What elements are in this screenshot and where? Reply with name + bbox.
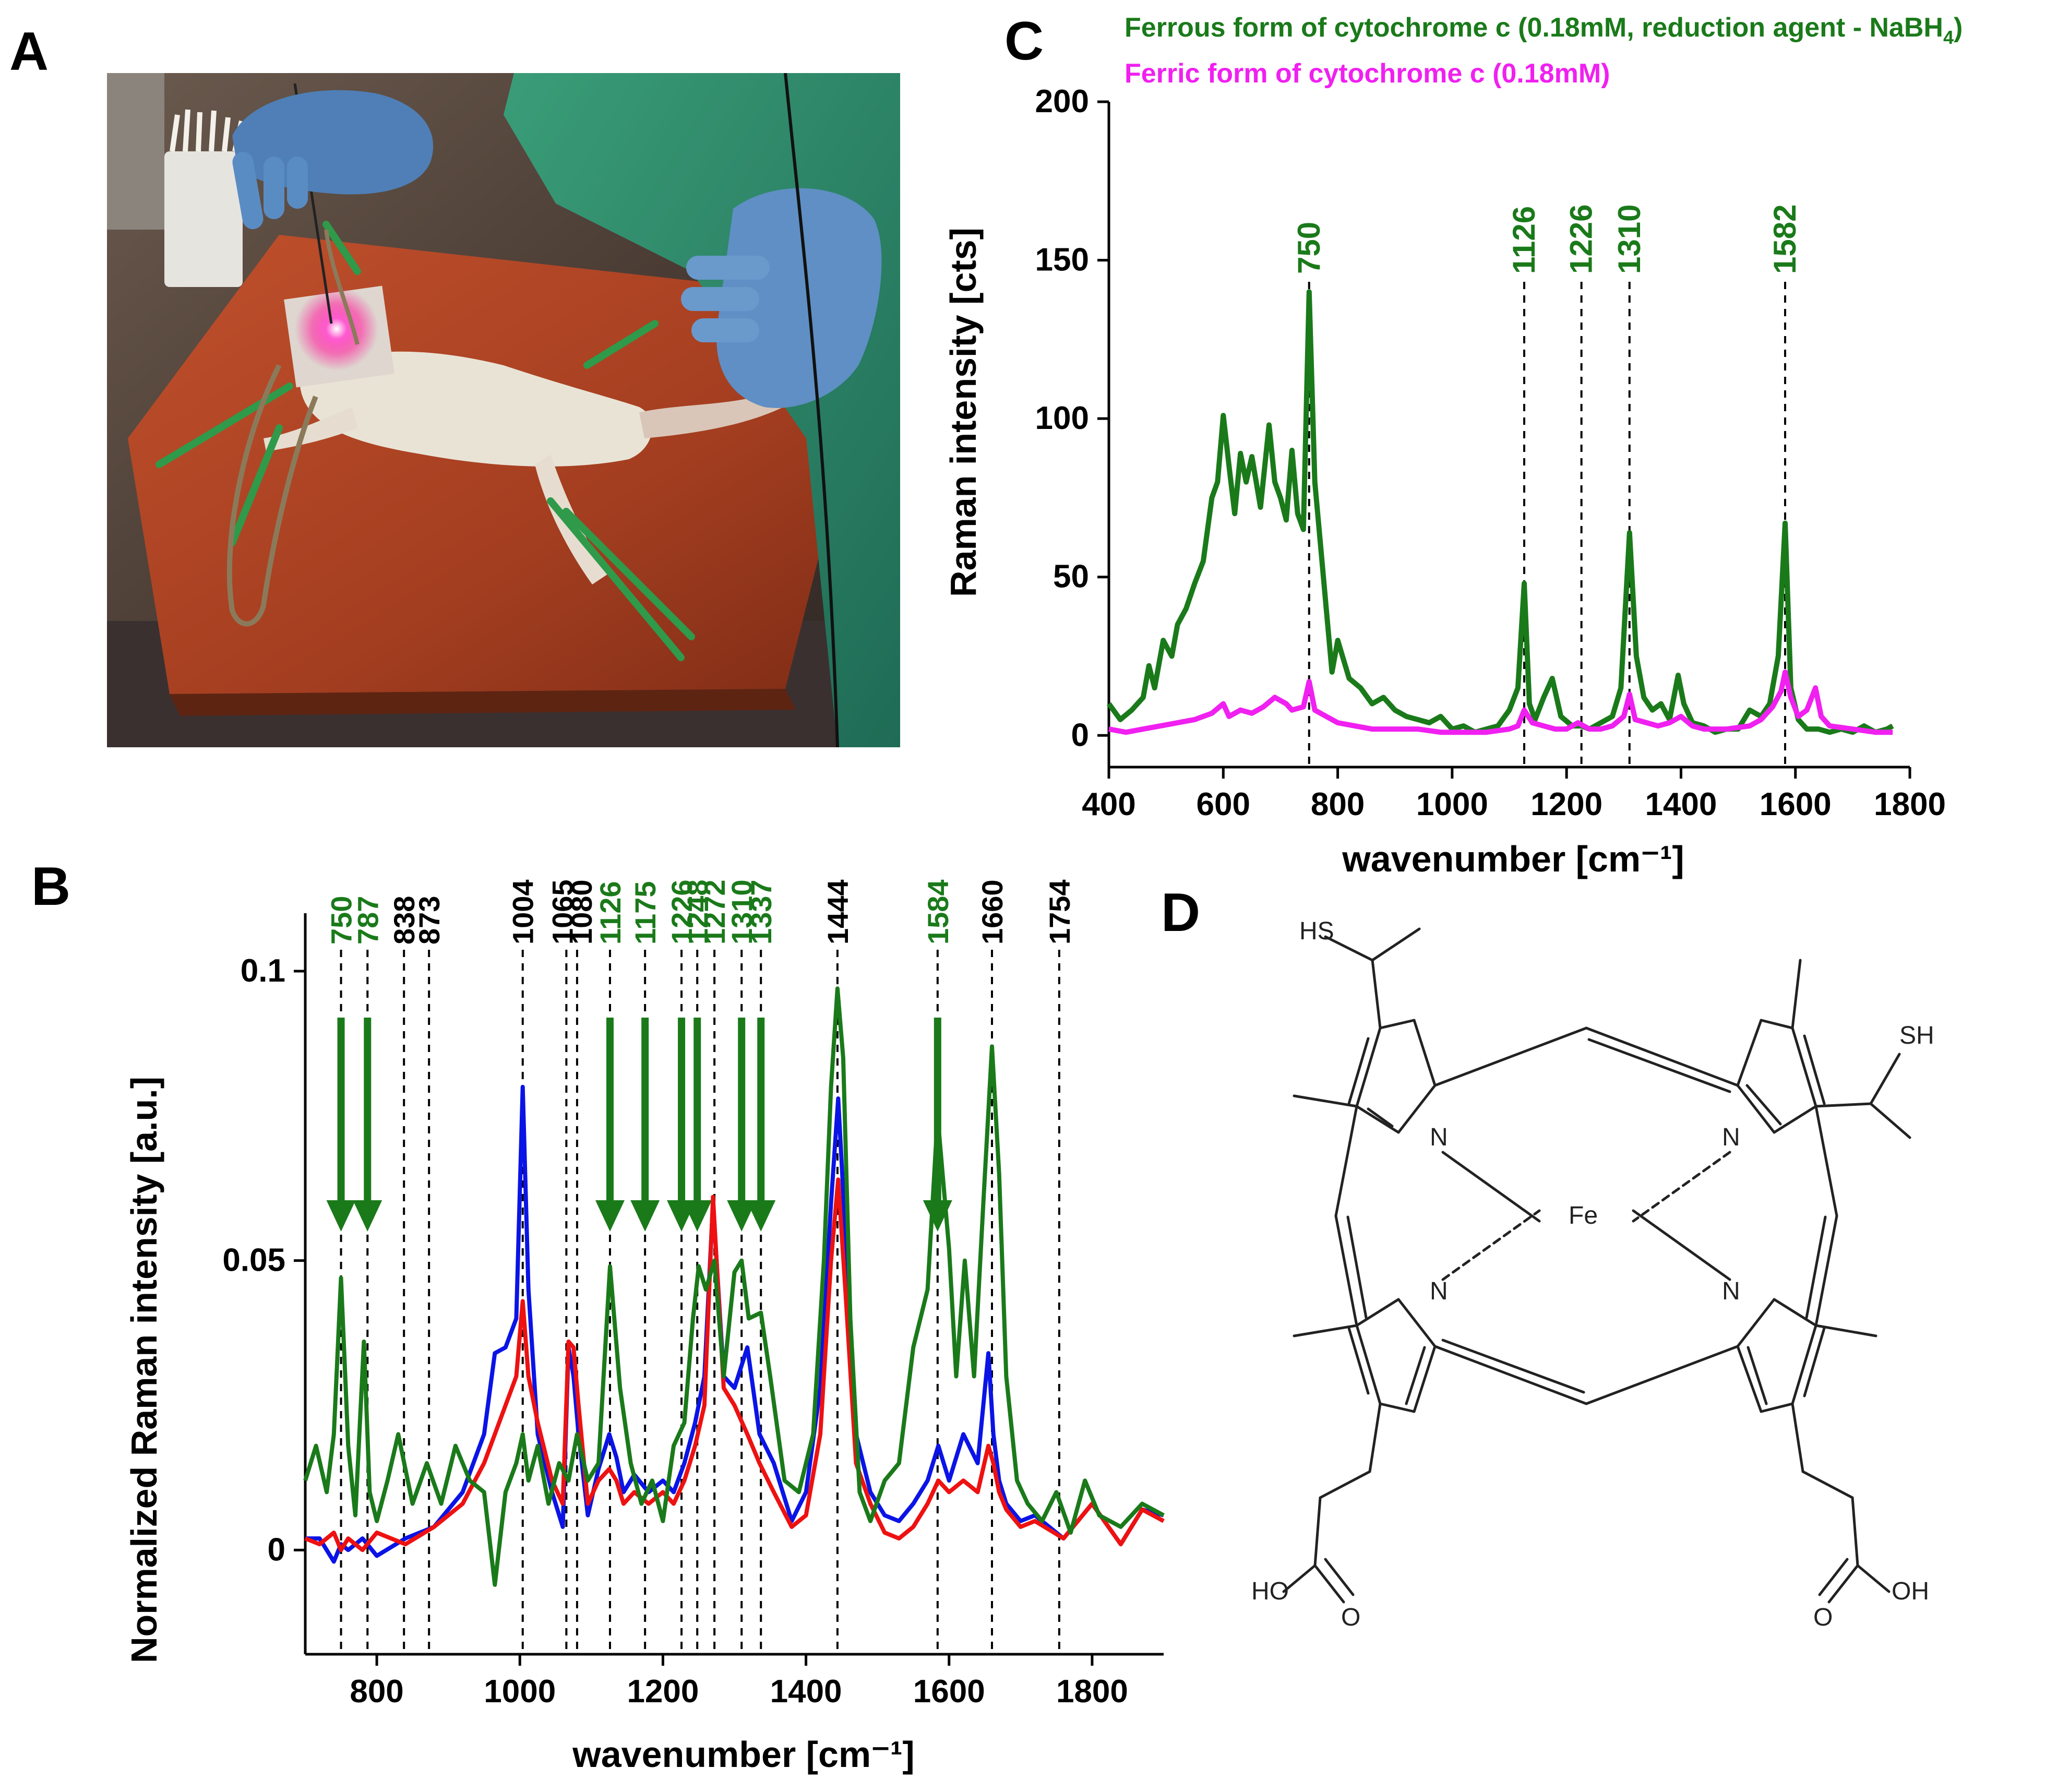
series-line-green <box>303 986 1165 1587</box>
chart-b-xlabel: wavenumber [cm⁻¹] <box>572 1734 914 1775</box>
atom-n-topright: N <box>1722 1124 1740 1151</box>
left-fingers <box>232 151 308 230</box>
marker-arrowhead-1310 <box>727 1200 757 1232</box>
y-tick-label: 150 <box>1035 242 1089 278</box>
marker-label-1272: 1272 <box>698 879 731 945</box>
y-tick-label: 0.05 <box>222 1243 285 1279</box>
x-tick-label: 1000 <box>484 1674 556 1710</box>
atom-n-topleft: N <box>1430 1124 1448 1151</box>
panel-a-photo <box>107 73 900 747</box>
x-tick-label: 1000 <box>1416 786 1488 822</box>
marker-label-1080: 1080 <box>565 879 598 945</box>
rat-body <box>300 351 652 467</box>
marker-arrowhead-750 <box>326 1200 356 1232</box>
atom-n-bottomleft: N <box>1430 1277 1448 1305</box>
y-tick-label: 0.1 <box>241 953 285 989</box>
marker-arrowhead-1126 <box>595 1200 625 1232</box>
atom-oh-right: OH <box>1892 1578 1929 1605</box>
marker-label-1337: 1337 <box>745 879 778 945</box>
marker-label-787: 787 <box>351 896 384 945</box>
x-tick-label: 1800 <box>1056 1674 1128 1710</box>
metal-retractor <box>226 364 318 627</box>
metal-retractor-2 <box>324 229 360 345</box>
panel-letter-a: A <box>9 21 49 82</box>
series-line-red <box>304 1177 1165 1552</box>
cutting-board-edge <box>170 689 796 716</box>
marker-arrowhead-787 <box>353 1200 382 1232</box>
marker-label-1584: 1584 <box>922 879 954 945</box>
marker-label-1065: 1065 <box>546 879 579 945</box>
y-tick-label: 50 <box>1053 559 1089 595</box>
gloved-hand-right <box>716 188 882 408</box>
x-tick-label: 1400 <box>1645 786 1717 822</box>
dark-cable <box>784 73 839 747</box>
cotton-cup <box>164 151 243 287</box>
x-tick-label: 1800 <box>1874 786 1946 822</box>
cup-background <box>107 73 164 230</box>
marker-label-1126: 1126 <box>1506 206 1541 274</box>
marker-label-1310: 1310 <box>1612 205 1647 274</box>
marker-label-750: 750 <box>1291 222 1326 274</box>
panel-letter-d: D <box>1161 882 1201 943</box>
atom-hs-left: HS <box>1299 917 1334 945</box>
x-tick-label: 600 <box>1197 786 1250 822</box>
marker-label-1248: 1248 <box>681 879 714 945</box>
marker-label-1226: 1226 <box>1564 205 1599 274</box>
y-tick-label: 200 <box>1035 83 1089 120</box>
marker-label-1754: 1754 <box>1043 879 1076 945</box>
marker-label-873: 873 <box>413 896 446 945</box>
chart-b-ylabel: Normalized Raman intensity [a.u.] <box>124 1077 164 1663</box>
y-tick-label: 100 <box>1035 400 1089 436</box>
x-tick-label: 1600 <box>913 1674 985 1710</box>
marker-label-1126: 1126 <box>594 881 627 945</box>
laser-spot <box>295 287 378 371</box>
x-tick-label: 1400 <box>770 1674 842 1710</box>
heme-bonds <box>1282 927 1911 1604</box>
y-tick-label: 0 <box>268 1532 285 1568</box>
panel-d-heme-structure: HS SH N N N N Fe HO O O OH <box>1252 917 1934 1631</box>
marker-label-1444: 1444 <box>821 879 854 945</box>
chart-c-ylabel: Raman intensity [cts] <box>943 228 984 597</box>
marker-label-750: 750 <box>325 896 358 945</box>
x-tick-label: 1200 <box>627 1674 699 1710</box>
x-tick-label: 400 <box>1082 786 1135 822</box>
rat-front-leg <box>264 407 357 451</box>
right-fingers <box>681 256 770 342</box>
x-tick-label: 800 <box>1311 786 1365 822</box>
chart-c-legend-ferric: Ferric form of cytochrome c (0.18mM) <box>1125 58 1610 89</box>
series-line-ferrous-form-of-cytochrome-c <box>1106 289 1894 735</box>
chart-c-legend-ferrous: Ferrous form of cytochrome c (0.18mM, re… <box>1125 13 1963 48</box>
marker-arrowhead-1248 <box>683 1200 712 1232</box>
marker-label-1660: 1660 <box>976 879 1009 945</box>
atom-o-right: O <box>1813 1604 1833 1631</box>
x-tick-label: 800 <box>350 1674 403 1710</box>
marker-label-838: 838 <box>388 896 421 945</box>
atom-fe: Fe <box>1569 1202 1598 1229</box>
x-tick-label: 1200 <box>1530 786 1602 822</box>
atom-o-left: O <box>1341 1604 1360 1631</box>
series-line-ferric-form-of-cytochrome-c <box>1108 669 1893 735</box>
chart-panel-c: 400 600 800 1000 1200 1400 1600 1800 0 50 100 150 20… <box>943 13 1963 879</box>
atom-sh-right: SH <box>1899 1022 1934 1049</box>
x-tick-label: 1600 <box>1760 786 1832 822</box>
atom-ho-left: HO <box>1252 1578 1289 1605</box>
marker-arrowhead-1337 <box>746 1200 776 1232</box>
chart-c-xlabel: wavenumber [cm⁻¹] <box>1342 839 1684 879</box>
marker-label-1310: 1310 <box>725 879 758 945</box>
panel-letter-b: B <box>31 856 71 917</box>
marker-label-1004: 1004 <box>507 879 540 945</box>
marker-label-1175: 1175 <box>629 881 662 945</box>
marker-label-1582: 1582 <box>1767 205 1802 274</box>
y-tick-label: 0 <box>1071 717 1089 753</box>
series-line-blue <box>305 1084 1165 1564</box>
marker-arrowhead-1175 <box>630 1200 660 1232</box>
green-straps <box>156 221 695 661</box>
marker-label-1226: 1226 <box>665 879 698 945</box>
panel-letter-c: C <box>1004 11 1044 71</box>
atom-n-bottomright: N <box>1722 1277 1740 1305</box>
